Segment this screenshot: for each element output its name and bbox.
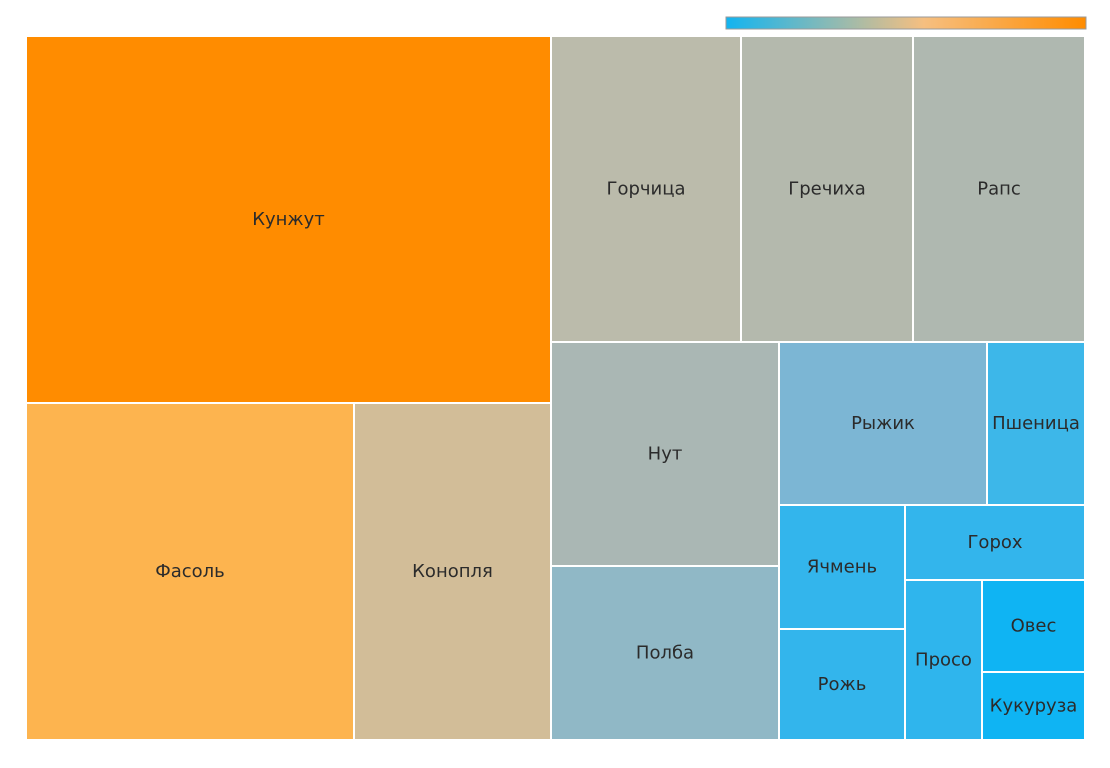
treemap-cell-label: Гречиха <box>788 179 866 200</box>
treemap-cell-label: Ячмень <box>807 557 877 578</box>
treemap-cell <box>904 579 983 741</box>
treemap-cell-label: Конопля <box>412 561 493 582</box>
treemap-cell-label: Кунжут <box>252 209 325 230</box>
treemap-cell-label: Рожь <box>818 674 867 695</box>
treemap-cell <box>778 628 906 741</box>
color-scale-bar <box>725 16 1087 30</box>
treemap-cell <box>740 35 914 343</box>
treemap-cell-label: Рыжик <box>851 413 915 434</box>
treemap-cell <box>25 35 552 404</box>
treemap-cell-label: Рапс <box>977 179 1021 200</box>
treemap-cell <box>550 35 742 343</box>
treemap-cell-label: Овес <box>1011 616 1057 637</box>
treemap-cell-label: Пшеница <box>992 413 1080 434</box>
treemap-cell <box>986 341 1086 506</box>
treemap-cell-label: Горох <box>967 532 1022 553</box>
treemap-cell-label: Кукуруза <box>990 696 1078 717</box>
treemap-cell-label: Нут <box>648 444 683 465</box>
treemap-cell <box>981 671 1086 741</box>
treemap-cells: Кунжут Фасоль Конопля Горчица Гречиха Рапс Нут… <box>25 35 1086 741</box>
treemap-cell <box>912 35 1086 343</box>
treemap-cell-label: Полба <box>636 643 694 664</box>
treemap-cell-label: Фасоль <box>155 561 225 582</box>
treemap-cell-label: Горчица <box>606 179 685 200</box>
treemap-cell-label: Просо <box>915 650 972 671</box>
treemap-cell <box>353 402 552 741</box>
treemap-cell <box>25 402 355 741</box>
treemap-cell <box>550 565 780 741</box>
